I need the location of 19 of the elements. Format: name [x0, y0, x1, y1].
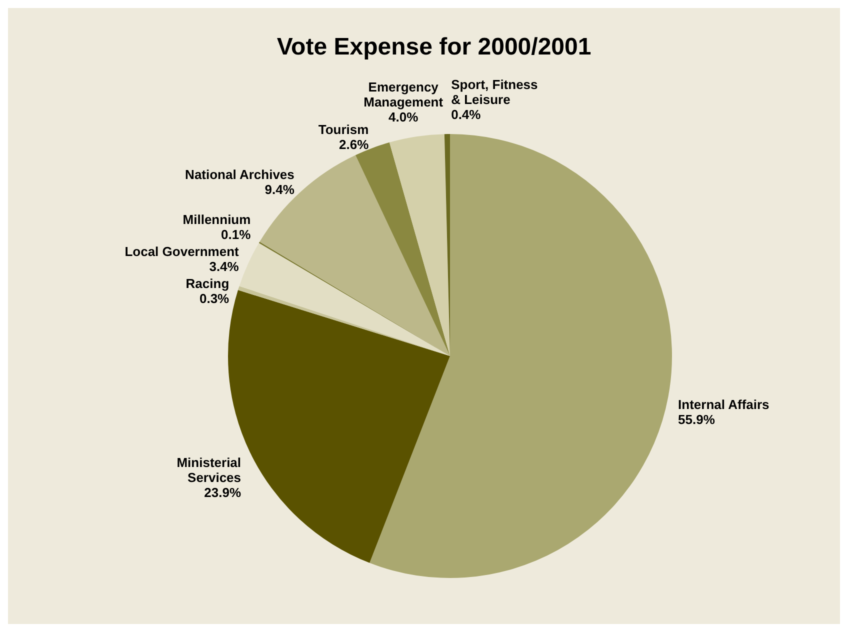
data-label: 2.6% — [339, 136, 370, 152]
data-label: 23.9% — [204, 484, 242, 500]
slice-label: Millennium — [182, 212, 251, 227]
data-label: 0.1% — [221, 226, 252, 242]
slice-label: Internal Affairs — [678, 396, 770, 412]
slice-label: Ministerial Services — [176, 454, 242, 485]
slice-label: Tourism — [318, 122, 369, 137]
data-label: 55.9% — [678, 412, 716, 427]
data-label: 0.3% — [199, 290, 230, 306]
data-label: 3.4% — [209, 258, 240, 274]
slice-label: Racing — [186, 276, 230, 291]
slice-label: Emergency Management — [364, 80, 444, 110]
slice-label: National Archives — [185, 166, 294, 182]
slice-label: Local Government — [124, 244, 240, 259]
chart-title: Vote Expense for 2000/2001 — [276, 34, 592, 61]
data-label: 9.4% — [264, 182, 295, 197]
slice-label: Sport, Fitness & Leisure — [451, 77, 538, 108]
data-label: 0.4% — [451, 107, 482, 122]
data-label: 4.0% — [388, 110, 419, 125]
